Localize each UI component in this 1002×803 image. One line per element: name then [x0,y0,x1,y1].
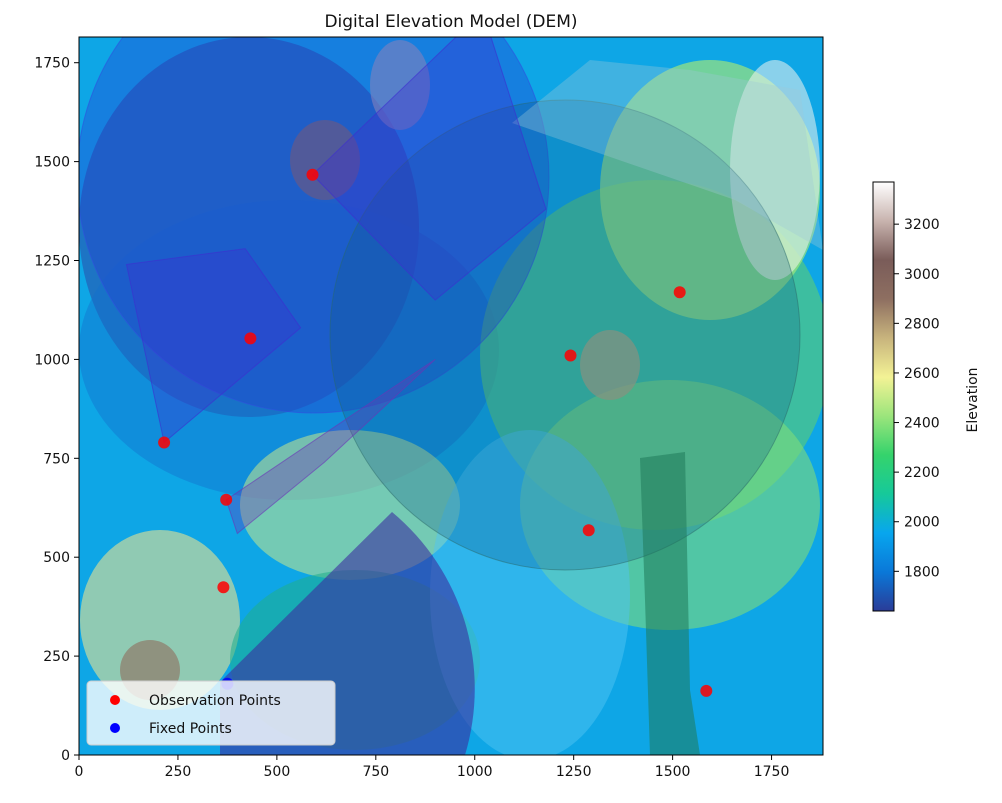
legend-label-observation: Observation Points [149,693,281,709]
viewshed-circle [79,37,550,414]
colorbar-tick-label: 3000 [904,267,940,283]
legend-label-fixed: Fixed Points [149,721,232,737]
plot-frame [78,36,824,756]
y-tick-label: 0 [61,748,70,764]
y-tick-label: 750 [43,451,70,467]
colorbar-tick-label: 2600 [904,366,940,382]
observation-points-point [564,349,577,362]
plot-area [79,37,823,755]
colorbar-tick-label: 1800 [904,564,940,580]
terrain-patch [430,430,630,755]
viewshed-polygon [311,37,547,301]
colorbar-tick-label: 2200 [904,465,940,481]
x-tick-label: 1000 [457,764,493,780]
x-tick-label: 750 [362,764,389,780]
colorbar-label: Elevation [965,367,981,432]
observation-points-point [306,168,319,181]
y-tick-label: 250 [43,649,70,665]
legend: Observation Points Fixed Points [86,680,336,746]
legend-marker-observation [110,695,120,705]
chart-title: Digital Elevation Model (DEM) [324,12,577,32]
colorbar-tick-label: 3200 [904,217,940,233]
y-axis: 0 250 500 750 1000 1250 1500 1750 [34,56,79,764]
legend-box [86,680,336,746]
x-tick-label: 1750 [754,764,790,780]
terrain-patch [80,530,240,710]
observation-points-point [217,581,230,594]
x-axis: 0 250 500 750 1000 1250 1500 1750 [75,755,790,780]
x-tick-label: 0 [75,764,84,780]
x-tick-label: 250 [165,764,192,780]
terrain-patch [730,60,820,280]
terrain-patch [580,330,640,400]
x-tick-label: 500 [264,764,291,780]
viewshed-sector [640,452,700,755]
observation-points-point [673,286,686,299]
observation-points-point [244,332,257,345]
observation-points-point [220,493,233,506]
colorbar-ticks: 1800 2000 2200 2400 2600 2800 3000 3200 [894,217,940,580]
y-tick-label: 1500 [34,155,70,171]
y-tick-label: 500 [43,550,70,566]
x-tick-label: 1500 [655,764,691,780]
observation-points-point [582,524,595,537]
observation-points-point [158,436,171,449]
y-tick-label: 1250 [34,254,70,270]
colorbar-gradient [872,181,895,612]
viewshed-layer [79,37,823,755]
points-layer [158,168,713,697]
terrain-patch [79,200,499,500]
colorbar: 1800 2000 2200 2400 2600 2800 3000 3200 Elevati… [872,181,981,612]
viewshed-sector [512,60,823,250]
y-tick-label: 1000 [34,352,70,368]
viewshed-polygon [225,358,436,535]
y-tick-label: 1750 [34,56,70,72]
terrain-patch [370,40,430,130]
viewshed-polygon [125,248,302,444]
colorbar-tick-label: 2000 [904,515,940,531]
x-tick-label: 1250 [556,764,592,780]
observation-points-point [700,684,713,697]
legend-marker-fixed [110,723,120,733]
colorbar-tick-label: 2400 [904,416,940,432]
terrain-patch [290,120,360,200]
colorbar-tick-label: 2800 [904,316,940,332]
